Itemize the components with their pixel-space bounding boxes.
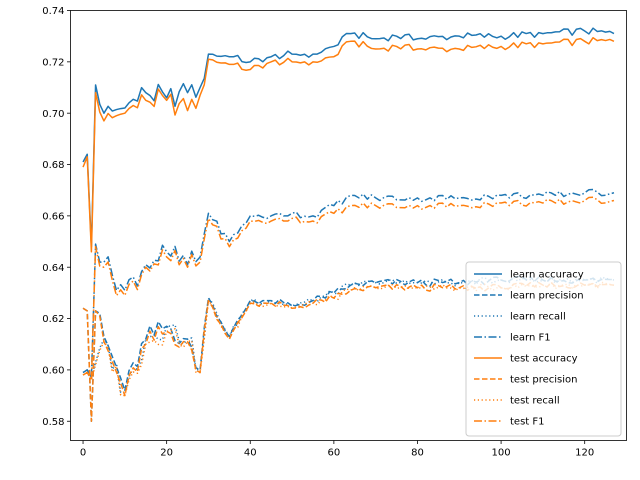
y-tick-label: 0.68 xyxy=(42,160,64,171)
series-line-learn-f1 xyxy=(82,188,615,379)
series-line-test-accuracy xyxy=(82,36,615,253)
x-tick-label: 60 xyxy=(328,448,341,459)
x-tick-label: 20 xyxy=(160,448,173,459)
legend-label: learn precision xyxy=(510,291,584,302)
x-tick-label: 0 xyxy=(80,448,86,459)
series-line-learn-accuracy xyxy=(82,27,615,248)
legend-label: learn recall xyxy=(510,312,566,323)
y-tick-label: 0.66 xyxy=(42,211,64,222)
x-tick-label: 120 xyxy=(575,448,594,459)
x-tick-label: 80 xyxy=(411,448,424,459)
series-line-test-precision xyxy=(82,281,615,422)
series-line-learn-recall xyxy=(82,276,615,394)
y-tick-label: 0.60 xyxy=(42,366,64,377)
legend: learn accuracy learn precision learn recal… xyxy=(465,261,622,437)
legend-box xyxy=(465,261,622,437)
y-tick-label: 0.72 xyxy=(42,57,64,68)
x-tick-label: 40 xyxy=(244,448,257,459)
y-tick-label: 0.58 xyxy=(42,417,64,428)
y-tick-label: 0.62 xyxy=(42,314,64,325)
legend-label: test recall xyxy=(510,396,560,407)
legend-label: test F1 xyxy=(510,417,545,428)
legend-label: test accuracy xyxy=(510,354,578,365)
plot-frame xyxy=(70,10,627,441)
legend-label: learn accuracy xyxy=(510,270,584,281)
plot-lines xyxy=(82,27,615,422)
legend-label: test precision xyxy=(510,375,578,386)
series-line-test-f1 xyxy=(82,196,615,381)
y-tick-label: 0.64 xyxy=(42,263,64,274)
y-axis: 0.58 0.60 0.62 0.64 0.66 0.68 0.70 0.72 0.74 xyxy=(42,6,71,428)
x-tick-label: 100 xyxy=(492,448,511,459)
y-tick-label: 0.70 xyxy=(42,109,64,120)
x-axis: 0 20 40 60 80 100 120 xyxy=(80,440,594,459)
y-tick-label: 0.74 xyxy=(42,6,64,17)
legend-label: learn F1 xyxy=(510,333,551,344)
